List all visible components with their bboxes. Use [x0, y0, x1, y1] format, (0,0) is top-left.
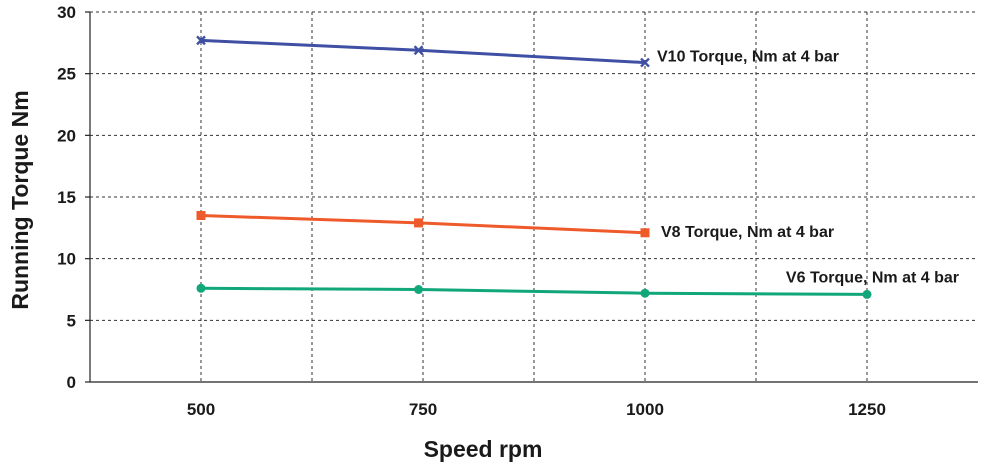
data-point [640, 228, 650, 238]
data-point [414, 218, 424, 228]
y-tick-label: 25 [57, 65, 76, 84]
y-tick-label: 0 [67, 373, 76, 392]
axes-layer [85, 11, 978, 383]
y-tick-label: 20 [57, 126, 76, 145]
series-1 [196, 35, 650, 68]
data-point [413, 45, 424, 56]
data-point [862, 289, 872, 299]
series-layer [196, 35, 872, 299]
y-tick-label: 5 [67, 311, 76, 330]
x-tick-label: 1000 [626, 400, 664, 419]
series-label: V6 Torque, Nm at 4 bar [786, 269, 959, 286]
y-tick-label: 10 [57, 250, 76, 269]
y-axis-title: Running Torque Nm [7, 90, 33, 309]
data-point [196, 35, 206, 46]
data-point [640, 57, 650, 68]
x-tick-label: 1250 [848, 400, 886, 419]
series-2 [196, 211, 650, 238]
x-tick-label: 750 [409, 400, 437, 419]
x-tick-label: 500 [187, 400, 215, 419]
data-point [640, 288, 650, 298]
data-point [196, 283, 206, 293]
series-3 [196, 283, 872, 299]
y-tick-label: 30 [57, 3, 76, 22]
grid-layer [90, 11, 978, 382]
series-label: V10 Torque, Nm at 4 bar [657, 49, 839, 66]
series-line [200, 286, 868, 296]
data-point [196, 211, 206, 220]
x-axis-title: Speed rpm [424, 436, 543, 462]
data-point [414, 285, 424, 294]
y-tick-label: 15 [57, 188, 76, 207]
labels-layer: 0 5 10 15 20 25 30 500 750 1000 1250 V10 Torque, Nm… [57, 3, 959, 419]
series-label: V8 Torque, Nm at 4 bar [661, 224, 834, 241]
